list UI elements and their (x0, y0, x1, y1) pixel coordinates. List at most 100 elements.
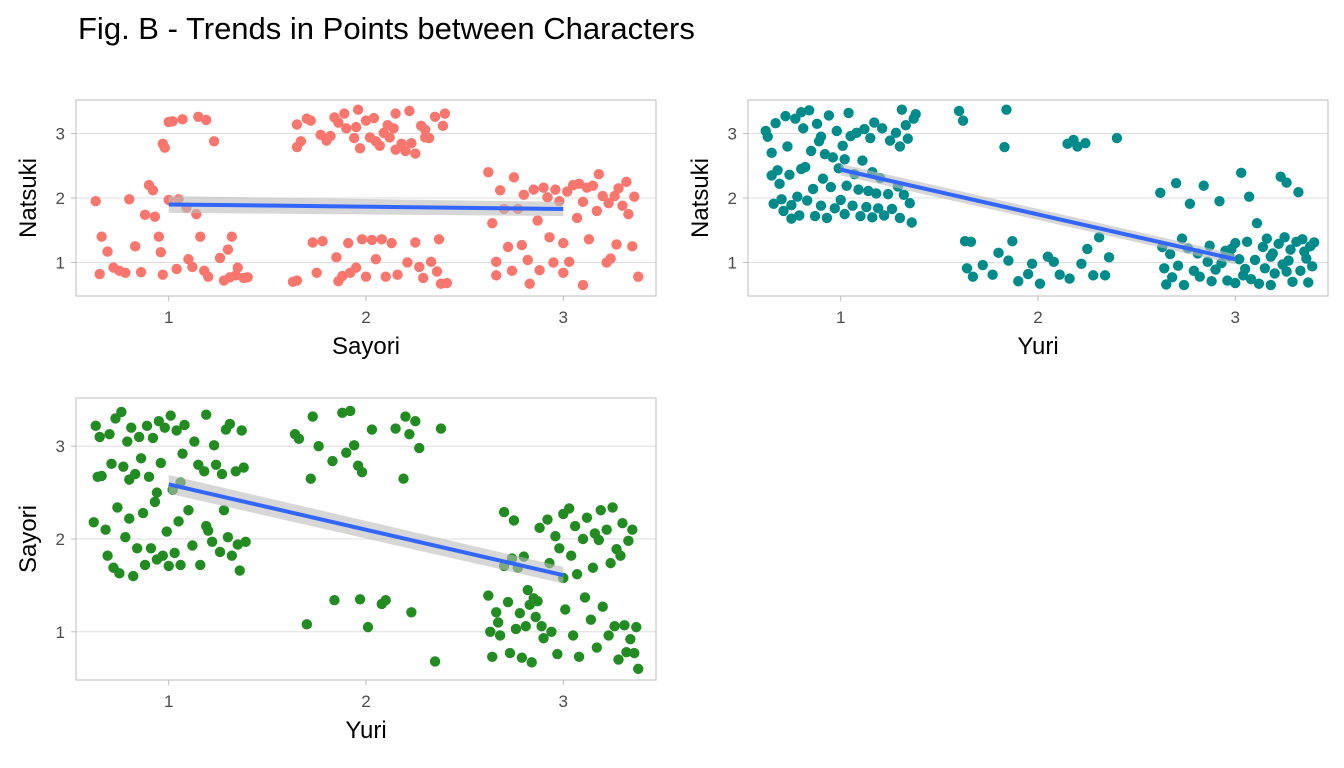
data-point (825, 181, 837, 193)
data-point (419, 132, 431, 143)
data-point (633, 271, 644, 282)
data-point (1297, 234, 1308, 245)
data-point (124, 194, 135, 205)
data-point (437, 120, 449, 131)
data-point (516, 239, 528, 251)
data-point (232, 262, 243, 273)
data-point (370, 254, 382, 265)
data-point (603, 197, 614, 209)
data-point (762, 131, 773, 142)
data-point (201, 114, 212, 126)
data-point (404, 428, 415, 440)
data-point (1007, 235, 1018, 247)
data-point (1301, 253, 1312, 264)
x-tick-label: 1 (164, 308, 173, 327)
data-point (1257, 241, 1269, 253)
data-point (179, 419, 190, 431)
data-point (390, 423, 401, 434)
data-point (577, 533, 589, 545)
data-point (910, 108, 921, 120)
data-point (1287, 276, 1298, 288)
data-point (376, 234, 387, 245)
data-point (961, 263, 973, 274)
data-point (869, 117, 880, 128)
data-point (631, 621, 642, 633)
data-point (1076, 258, 1087, 269)
data-point (514, 608, 526, 619)
data-point (629, 191, 640, 202)
data-point (313, 441, 324, 452)
data-point (100, 524, 111, 535)
data-point (494, 630, 506, 641)
data-point (139, 559, 151, 571)
data-point (601, 524, 612, 535)
data-point (558, 237, 569, 249)
data-point (591, 205, 603, 217)
data-point (206, 536, 218, 547)
data-point (341, 123, 352, 134)
data-point (128, 570, 139, 582)
data-point (502, 596, 514, 608)
data-point (137, 507, 149, 519)
data-point (1265, 251, 1276, 262)
data-point (350, 262, 362, 273)
data-point (550, 531, 561, 542)
data-point (232, 539, 243, 550)
data-point (317, 235, 328, 247)
data-point (851, 127, 862, 139)
data-point (595, 505, 606, 516)
data-point (1222, 275, 1233, 286)
data-point (1230, 237, 1241, 249)
data-point (333, 117, 344, 128)
data-point (1295, 265, 1306, 277)
data-point (571, 569, 583, 580)
data-point (508, 515, 520, 526)
data-point (187, 540, 198, 551)
data-point (1170, 177, 1182, 189)
x-tick-label: 3 (1231, 308, 1240, 327)
data-point (581, 512, 593, 523)
data-point (821, 212, 833, 224)
data-point (94, 431, 105, 443)
data-point (350, 121, 362, 133)
data-point (386, 237, 397, 249)
data-point (380, 595, 391, 606)
data-point (1283, 255, 1294, 266)
data-point (565, 550, 577, 561)
x-tick-label: 3 (559, 692, 568, 711)
data-point (88, 517, 99, 528)
data-point (786, 199, 797, 211)
x-axis-title: Sayori (332, 333, 400, 360)
data-point (195, 231, 206, 242)
data-point (597, 601, 608, 612)
data-point (222, 244, 234, 255)
data-point (607, 502, 618, 513)
data-point (360, 115, 372, 126)
data-point (617, 518, 628, 529)
data-point (1172, 260, 1184, 271)
data-point (1155, 187, 1166, 199)
data-point (366, 234, 378, 246)
data-point (208, 136, 220, 147)
data-point (1245, 274, 1257, 285)
data-point (577, 279, 589, 291)
scatter-panel-yuri-vs-natsuki: 1 2 3 1 2 3 Yuri Natsuki (687, 99, 1329, 360)
data-point (1166, 272, 1178, 283)
data-point (613, 183, 624, 194)
data-point (1093, 232, 1105, 243)
data-point (104, 428, 115, 440)
x-tick-label: 3 (559, 308, 568, 327)
data-point (1241, 236, 1253, 248)
data-point (502, 241, 514, 253)
data-point (861, 201, 872, 213)
data-point (161, 526, 172, 537)
data-point (120, 267, 131, 278)
data-point (528, 184, 539, 195)
data-point (876, 123, 888, 134)
data-point (794, 210, 805, 221)
data-point (388, 123, 399, 134)
data-point (1198, 180, 1209, 191)
data-point (587, 180, 599, 191)
data-point (163, 560, 174, 572)
